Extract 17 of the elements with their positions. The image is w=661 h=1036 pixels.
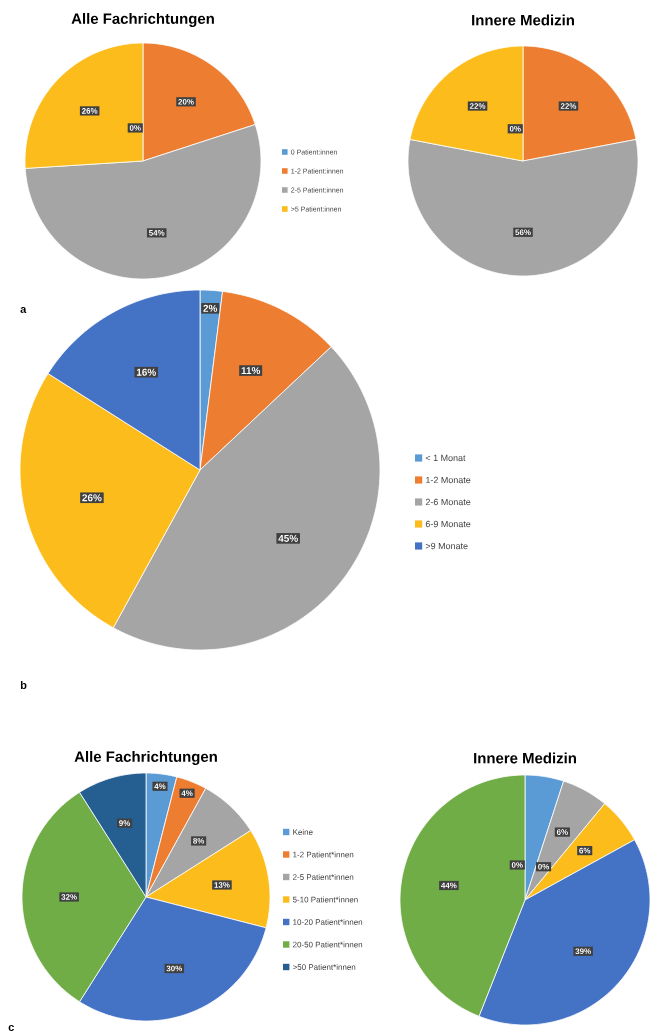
data-label: 26% (82, 494, 102, 502)
text: a (20, 307, 27, 313)
chart-title: Alle Fachrichtungen (71, 12, 214, 27)
legend-label: 6-9 Monate (425, 520, 471, 528)
data-label: 2% (203, 304, 218, 312)
chart-title: Innere Medizin (472, 14, 574, 26)
chart-title: Innere Medizin (474, 752, 576, 764)
text: b (20, 680, 27, 690)
legend-label: >9 Monate (425, 542, 468, 550)
chart-title: Alle Fachrichtungen (74, 751, 217, 765)
text: c (8, 1025, 14, 1031)
legend-label: 1-2 Monate (426, 476, 471, 484)
data-label: 16% (136, 368, 156, 376)
data-label: 45% (278, 534, 298, 542)
legend-label: 2-6 Monate (425, 498, 471, 506)
data-label: 11% (241, 367, 261, 375)
legend-label: < 1 Monat (425, 454, 466, 462)
